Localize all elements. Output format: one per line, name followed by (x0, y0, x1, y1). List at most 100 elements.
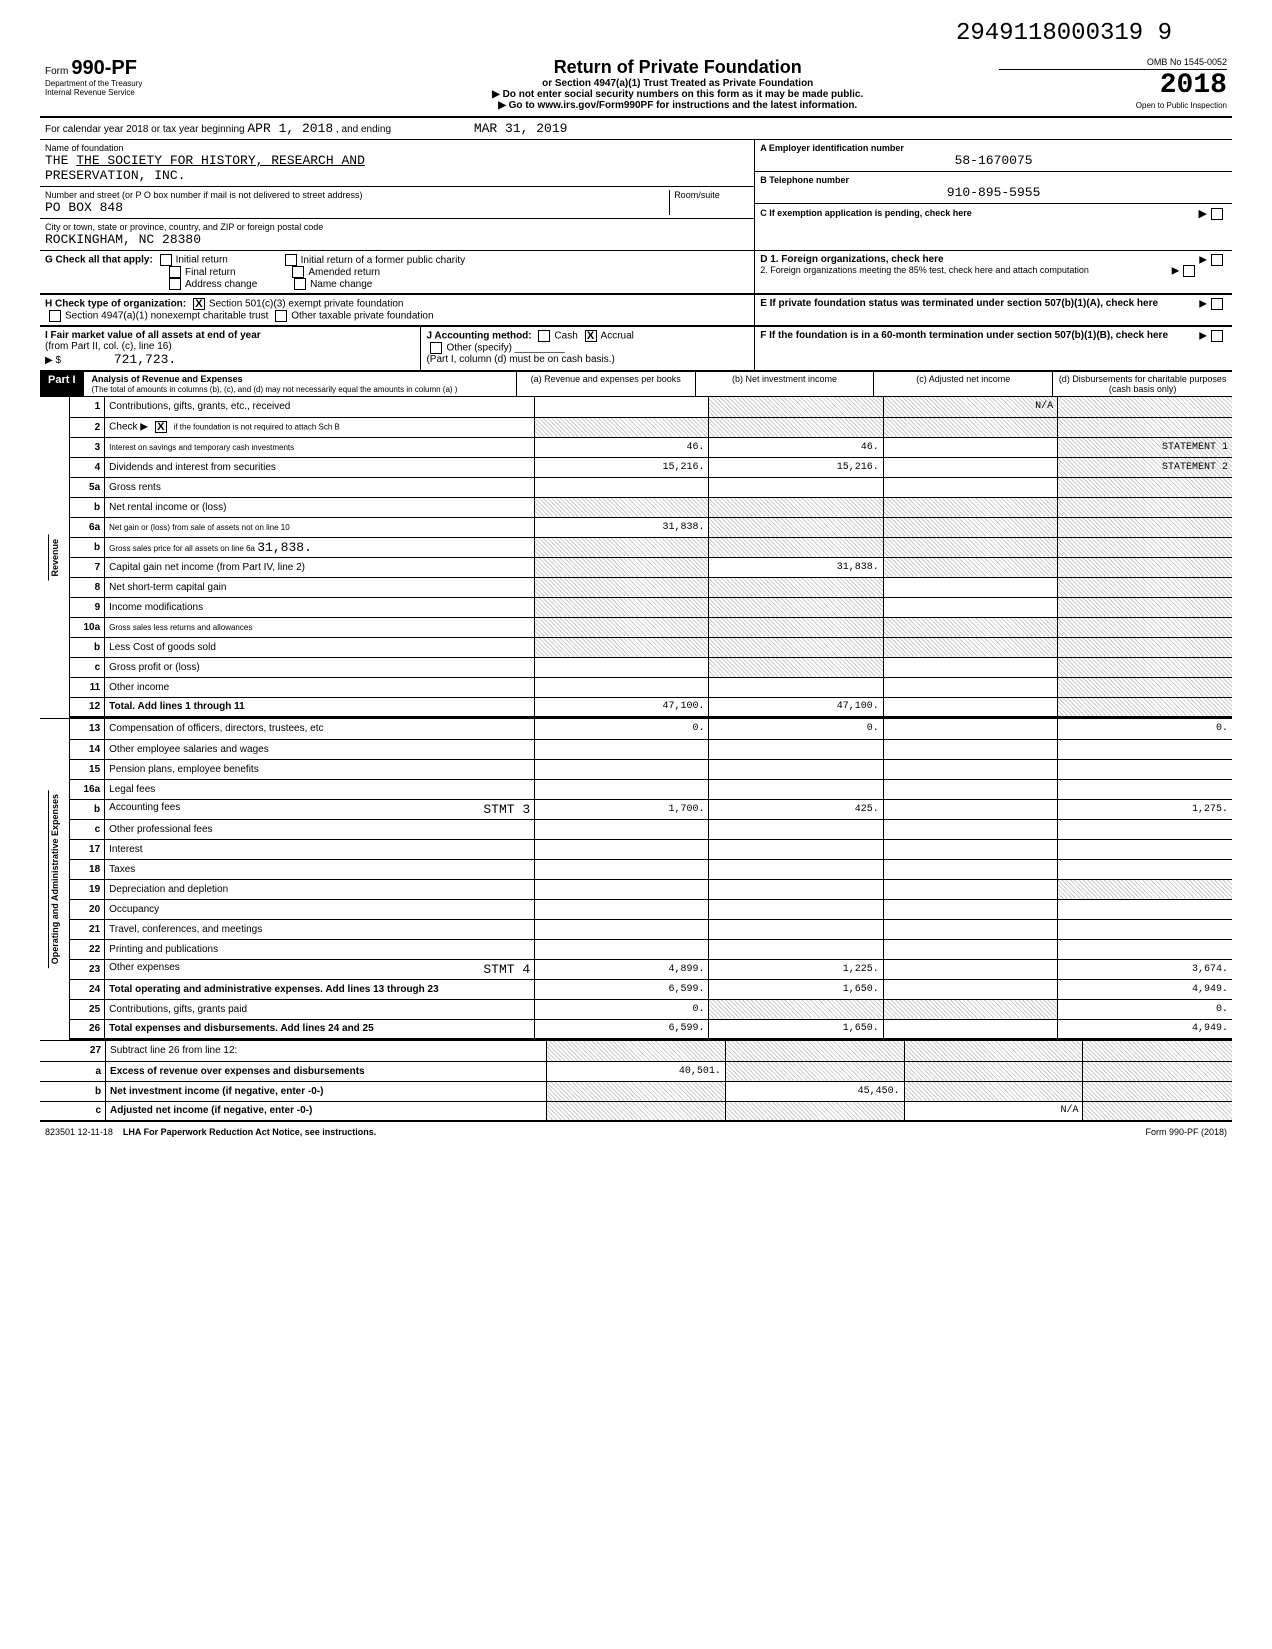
r22-label: Printing and publications (105, 939, 535, 959)
f-label: F If the foundation is in a 60-month ter… (760, 330, 1168, 341)
r2-checkbox[interactable] (155, 421, 167, 433)
g-former-checkbox[interactable] (285, 254, 297, 266)
r13-label: Compensation of officers, directors, tru… (105, 719, 535, 739)
exemption-label: C If exemption application is pending, c… (760, 208, 972, 218)
j-cash-checkbox[interactable] (538, 330, 550, 342)
j-opt2: Accrual (601, 331, 634, 342)
r8-label: Net short-term capital gain (105, 577, 535, 597)
row-27c: cAdjusted net income (if negative, enter… (40, 1101, 1232, 1121)
row-21: 21Travel, conferences, and meetings (70, 919, 1232, 939)
e-checkbox[interactable] (1211, 298, 1223, 310)
calendar-prefix: For calendar year 2018 or tax year begin… (45, 124, 245, 135)
city-label: City or town, state or province, country… (45, 222, 749, 232)
j-note: (Part I, column (d) must be on cash basi… (426, 354, 614, 365)
instruction-2: ▶ Go to www.irs.gov/Form990PF for instru… (367, 100, 989, 111)
col-c-header: (c) Adjusted net income (874, 372, 1053, 396)
row-9: 9Income modifications (70, 597, 1232, 617)
row-16a: 16aLegal fees (70, 779, 1232, 799)
i-label: I Fair market value of all assets at end… (45, 330, 261, 341)
row-24: 24Total operating and administrative exp… (70, 979, 1232, 999)
r16b-label: Accounting fees (109, 802, 180, 813)
row-10b: bLess Cost of goods sold (70, 637, 1232, 657)
r3-label: Interest on savings and temporary cash i… (105, 437, 535, 457)
r5a-label: Gross rents (105, 477, 535, 497)
h-other-checkbox[interactable] (275, 310, 287, 322)
r27-label: Subtract line 26 from line 12: (106, 1041, 547, 1061)
r4-b: 15,216. (709, 457, 883, 477)
r16b-a: 1,700. (535, 799, 709, 819)
r26-label: Total expenses and disbursements. Add li… (105, 1019, 535, 1039)
r25-d: 0. (1058, 999, 1232, 1019)
expenses-section: Operating and Administrative Expenses 13… (40, 719, 1232, 1041)
r2-label: Check ▶ (109, 422, 148, 433)
footer-code: 823501 12-11-18 (45, 1127, 113, 1137)
row-5a: 5aGross rents (70, 477, 1232, 497)
r6a-a: 31,838. (535, 517, 709, 537)
f-checkbox[interactable] (1211, 330, 1223, 342)
r16b-d: 1,275. (1058, 799, 1232, 819)
row-25: 25Contributions, gifts, grants paid0.0. (70, 999, 1232, 1019)
r23-a: 4,899. (535, 959, 709, 979)
r3-a: 46. (535, 437, 709, 457)
inspection-note: Open to Public Inspection (999, 101, 1227, 110)
g-namechange-checkbox[interactable] (294, 278, 306, 290)
name-label: Name of foundation (45, 143, 749, 153)
r15-label: Pension plans, employee benefits (105, 759, 535, 779)
room-label: Room/suite (674, 190, 749, 200)
row-13: 13Compensation of officers, directors, t… (70, 719, 1232, 739)
i-arrow: ▶ $ (45, 355, 61, 366)
r14-label: Other employee salaries and wages (105, 739, 535, 759)
r10a-label: Gross sales less returns and allowances (105, 617, 535, 637)
tax-year: 2018 (999, 70, 1227, 101)
r16c-label: Other professional fees (105, 819, 535, 839)
d1-checkbox[interactable] (1211, 254, 1223, 266)
row-16b: bAccounting fees STMT 31,700.425.1,275. (70, 799, 1232, 819)
h-label: H Check type of organization: (45, 299, 186, 310)
g-address-checkbox[interactable] (169, 278, 181, 290)
footer-lha: LHA For Paperwork Reduction Act Notice, … (123, 1127, 376, 1137)
row-18: 18Taxes (70, 859, 1232, 879)
r25-a: 0. (535, 999, 709, 1019)
footer: 823501 12-11-18 LHA For Paperwork Reduct… (40, 1122, 1232, 1142)
exemption-checkbox[interactable] (1211, 208, 1223, 220)
r24-b: 1,650. (709, 979, 883, 999)
j-accrual-checkbox[interactable] (585, 330, 597, 342)
identity-section: Name of foundation THE THE SOCIETY FOR H… (40, 140, 1232, 251)
r21-label: Travel, conferences, and meetings (105, 919, 535, 939)
r13-b: 0. (709, 719, 883, 739)
g-initial-checkbox[interactable] (160, 254, 172, 266)
j-opt1: Cash (554, 331, 577, 342)
d1-label: D 1. Foreign organizations, check here (760, 254, 943, 265)
revenue-side-label: Revenue (48, 535, 61, 581)
row-12: 12Total. Add lines 1 through 1147,100.47… (70, 697, 1232, 717)
r27b-label: Net investment income (if negative, ente… (106, 1081, 547, 1101)
g-final-checkbox[interactable] (169, 266, 181, 278)
row-27: 27Subtract line 26 from line 12: (40, 1041, 1232, 1061)
r16b-stmt: STMT 3 (483, 802, 530, 817)
i-sub: (from Part II, col. (c), line 16) (45, 341, 172, 352)
dept-irs: Internal Revenue Service (45, 89, 357, 98)
r23-stmt: STMT 4 (483, 962, 530, 977)
r27b-b: 45,450. (725, 1081, 904, 1101)
j-other-checkbox[interactable] (430, 342, 442, 354)
period-begin: APR 1, 2018 (247, 121, 333, 136)
row-14: 14Other employee salaries and wages (70, 739, 1232, 759)
h-4947-checkbox[interactable] (49, 310, 61, 322)
row-8: 8Net short-term capital gain (70, 577, 1232, 597)
h-501c3-checkbox[interactable] (193, 298, 205, 310)
col-a-header: (a) Revenue and expenses per books (517, 372, 696, 396)
row-4: 4Dividends and interest from securities1… (70, 457, 1232, 477)
r16a-label: Legal fees (105, 779, 535, 799)
d2-checkbox[interactable] (1183, 265, 1195, 277)
r24-d: 4,949. (1058, 979, 1232, 999)
form-header: Form 990-PF Department of the Treasury I… (40, 52, 1232, 118)
r4-label: Dividends and interest from securities (105, 457, 535, 477)
row-16c: cOther professional fees (70, 819, 1232, 839)
part1-title: Analysis of Revenue and Expenses (92, 374, 243, 384)
r18-label: Taxes (105, 859, 535, 879)
row-1: 1Contributions, gifts, grants, etc., rec… (70, 397, 1232, 417)
section-i-j-f: I Fair market value of all assets at end… (40, 327, 1232, 372)
r3-d: STATEMENT 1 (1058, 437, 1232, 457)
r4-a: 15,216. (535, 457, 709, 477)
g-amended-checkbox[interactable] (292, 266, 304, 278)
